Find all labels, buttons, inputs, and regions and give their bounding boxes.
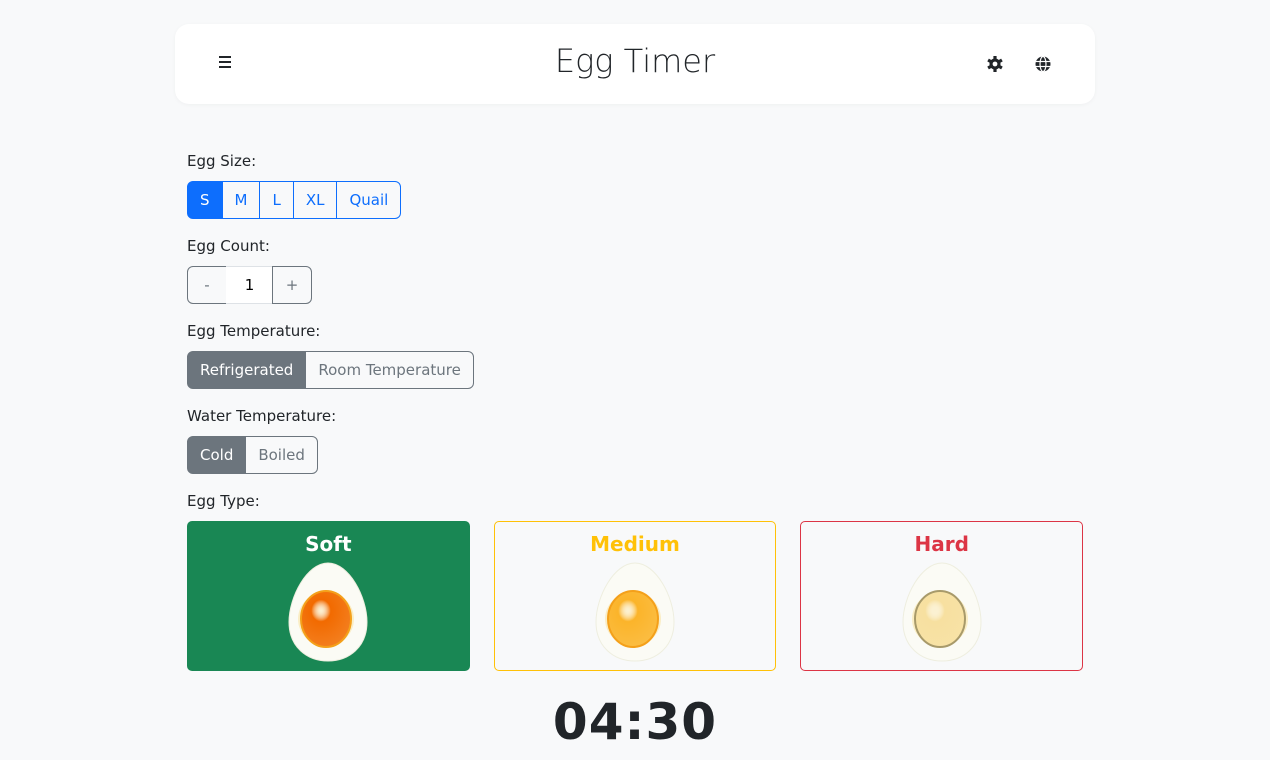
egg-size-group: S M L XL Quail: [187, 181, 1083, 219]
egg-temperature-label: Egg Temperature:: [187, 322, 321, 340]
egg-temperature-option-room-temperature[interactable]: Room Temperature: [305, 351, 474, 389]
water-temperature-option-boiled[interactable]: Boiled: [245, 436, 318, 474]
water-temperature-option-cold[interactable]: Cold: [187, 436, 247, 474]
app-header: Egg Timer: [175, 24, 1095, 104]
timer-display: 04:30: [552, 693, 718, 751]
egg-temperature-option-refrigerated[interactable]: Refrigerated: [187, 351, 307, 389]
egg-size-option-xl[interactable]: XL: [292, 181, 338, 219]
water-temperature-group: Cold Boiled: [187, 436, 1083, 474]
page-title: Egg Timer: [554, 42, 716, 80]
gear-icon[interactable]: [985, 54, 1005, 74]
egg-size-label: Egg Size:: [187, 152, 257, 170]
egg-soft-image: [288, 562, 368, 662]
egg-type-title: Medium: [590, 532, 680, 556]
egg-type-cards: Soft Medium Hard: [187, 521, 1084, 671]
globe-icon[interactable]: [1033, 54, 1053, 74]
egg-hard-image: [902, 562, 982, 662]
egg-medium-image: [595, 562, 675, 662]
egg-size-option-l[interactable]: L: [259, 181, 294, 219]
egg-size-option-m[interactable]: M: [221, 181, 261, 219]
egg-size-option-s[interactable]: S: [187, 181, 223, 219]
egg-type-card-medium[interactable]: Medium: [493, 521, 777, 671]
egg-type-card-hard[interactable]: Hard: [800, 521, 1084, 671]
egg-type-title: Soft: [305, 532, 352, 556]
water-temperature-label: Water Temperature:: [187, 407, 337, 425]
egg-count-input[interactable]: [226, 266, 273, 304]
decrement-button[interactable]: -: [187, 266, 227, 304]
egg-type-card-soft[interactable]: Soft: [187, 521, 470, 671]
egg-size-option-quail[interactable]: Quail: [336, 181, 402, 219]
egg-type-label: Egg Type:: [187, 492, 260, 510]
egg-temperature-group: Refrigerated Room Temperature: [187, 351, 1083, 389]
hamburger-menu-icon[interactable]: [219, 52, 235, 72]
increment-button[interactable]: +: [272, 266, 312, 304]
egg-type-title: Hard: [914, 532, 969, 556]
egg-count-label: Egg Count:: [187, 237, 270, 255]
egg-count-stepper: - +: [187, 266, 1083, 304]
